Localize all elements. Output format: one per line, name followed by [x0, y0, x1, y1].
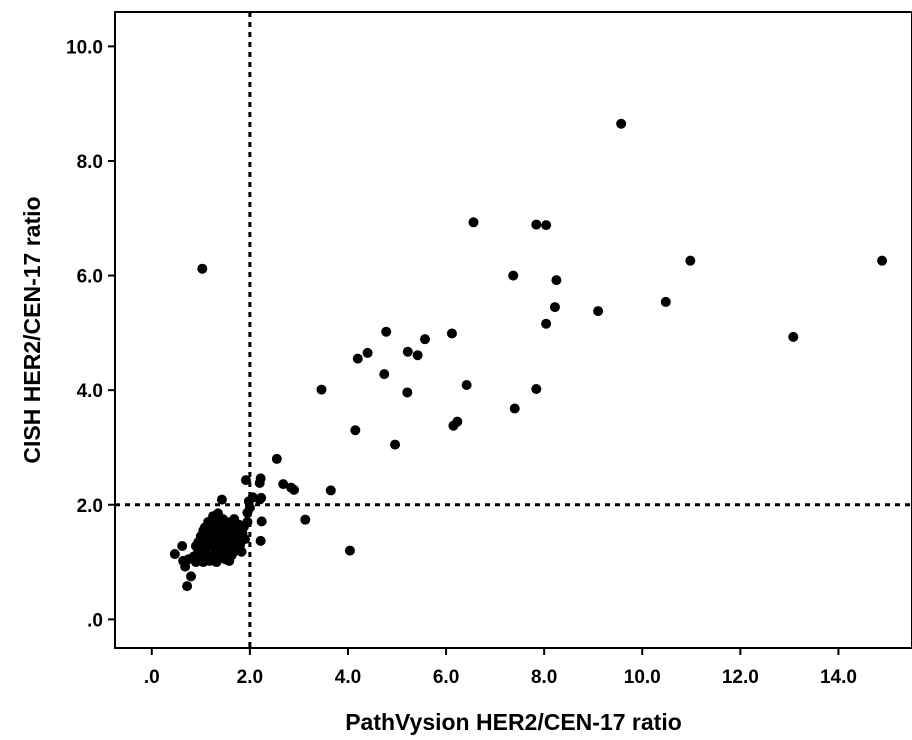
data-point: [216, 528, 227, 539]
plot-frame: [114, 11, 912, 649]
x-axis: .0 2.0 4.0 6.0 8.0 10.0 12.0 14.0: [144, 648, 857, 688]
data-point: [877, 255, 888, 266]
data-point: [379, 369, 390, 380]
x-tick-label: 10.0: [624, 667, 661, 688]
data-point: [219, 538, 230, 549]
data-point: [316, 384, 327, 395]
data-point: [239, 534, 250, 545]
data-point: [230, 537, 241, 547]
data-point: [788, 331, 799, 342]
data-point: [325, 485, 336, 496]
data-point: [205, 535, 216, 546]
data-point: [216, 494, 227, 505]
x-tick-label: 2.0: [237, 667, 263, 688]
data-point: [685, 255, 696, 266]
data-point: [541, 318, 552, 329]
data-point: [593, 306, 604, 317]
x-tick-label: 8.0: [531, 667, 557, 688]
y-tick-label: 4.0: [77, 381, 103, 402]
data-point: [169, 549, 180, 560]
data-point: [402, 346, 413, 357]
data-point: [242, 507, 253, 518]
data-point: [660, 296, 671, 307]
data-point: [236, 546, 247, 557]
data-point: [224, 555, 235, 566]
data-point: [531, 384, 542, 395]
data-point: [531, 219, 542, 230]
x-tick-label: 4.0: [335, 667, 361, 688]
data-points: [169, 118, 888, 592]
data-point: [468, 217, 479, 228]
data-point: [362, 347, 373, 358]
y-tick-label: .0: [87, 610, 103, 631]
data-point: [209, 522, 220, 533]
data-point: [461, 380, 472, 391]
y-axis: .0 2.0 4.0 6.0 8.0 10.0: [66, 37, 115, 631]
data-point: [229, 514, 240, 525]
data-point: [186, 571, 197, 582]
x-tick-label: 12.0: [722, 667, 759, 688]
data-point: [289, 484, 300, 495]
data-point: [255, 535, 266, 546]
data-point: [242, 516, 253, 527]
data-point: [247, 492, 258, 503]
data-point: [198, 525, 209, 536]
data-point: [204, 555, 215, 566]
data-point: [254, 477, 265, 488]
data-point: [240, 475, 251, 486]
data-point: [225, 529, 236, 540]
data-point: [390, 439, 401, 450]
data-point: [256, 516, 267, 527]
data-point: [177, 541, 188, 552]
data-point: [412, 350, 423, 361]
x-tick-label: 6.0: [433, 667, 459, 688]
data-point: [182, 581, 193, 592]
y-tick-label: 8.0: [77, 152, 103, 173]
x-tick-label: .0: [144, 667, 160, 688]
y-tick-label: 6.0: [77, 267, 103, 288]
data-point: [350, 425, 361, 436]
x-axis-title: PathVysion HER2/CEN-17 ratio: [345, 709, 682, 735]
data-point: [508, 270, 519, 281]
data-point: [509, 403, 520, 414]
data-point: [549, 302, 560, 313]
data-point: [197, 263, 208, 274]
data-point: [402, 387, 413, 398]
data-point: [180, 561, 191, 572]
data-point: [271, 453, 282, 464]
x-tick-label: 14.0: [820, 667, 857, 688]
data-point: [195, 546, 206, 557]
data-point: [352, 353, 363, 364]
data-point: [214, 552, 225, 563]
data-point: [419, 334, 430, 345]
y-tick-label: 2.0: [77, 496, 103, 517]
data-point: [344, 545, 355, 556]
data-point: [551, 275, 562, 286]
data-point: [616, 118, 627, 129]
plot-area: [114, 11, 912, 649]
data-point: [448, 420, 459, 431]
data-point: [381, 326, 392, 337]
data-point: [446, 328, 457, 339]
data-point: [300, 514, 311, 525]
data-point: [541, 220, 552, 231]
y-axis-title: CISH HER2/CEN-17 ratio: [19, 196, 45, 463]
data-point: [278, 479, 289, 490]
y-tick-label: 10.0: [66, 37, 103, 58]
